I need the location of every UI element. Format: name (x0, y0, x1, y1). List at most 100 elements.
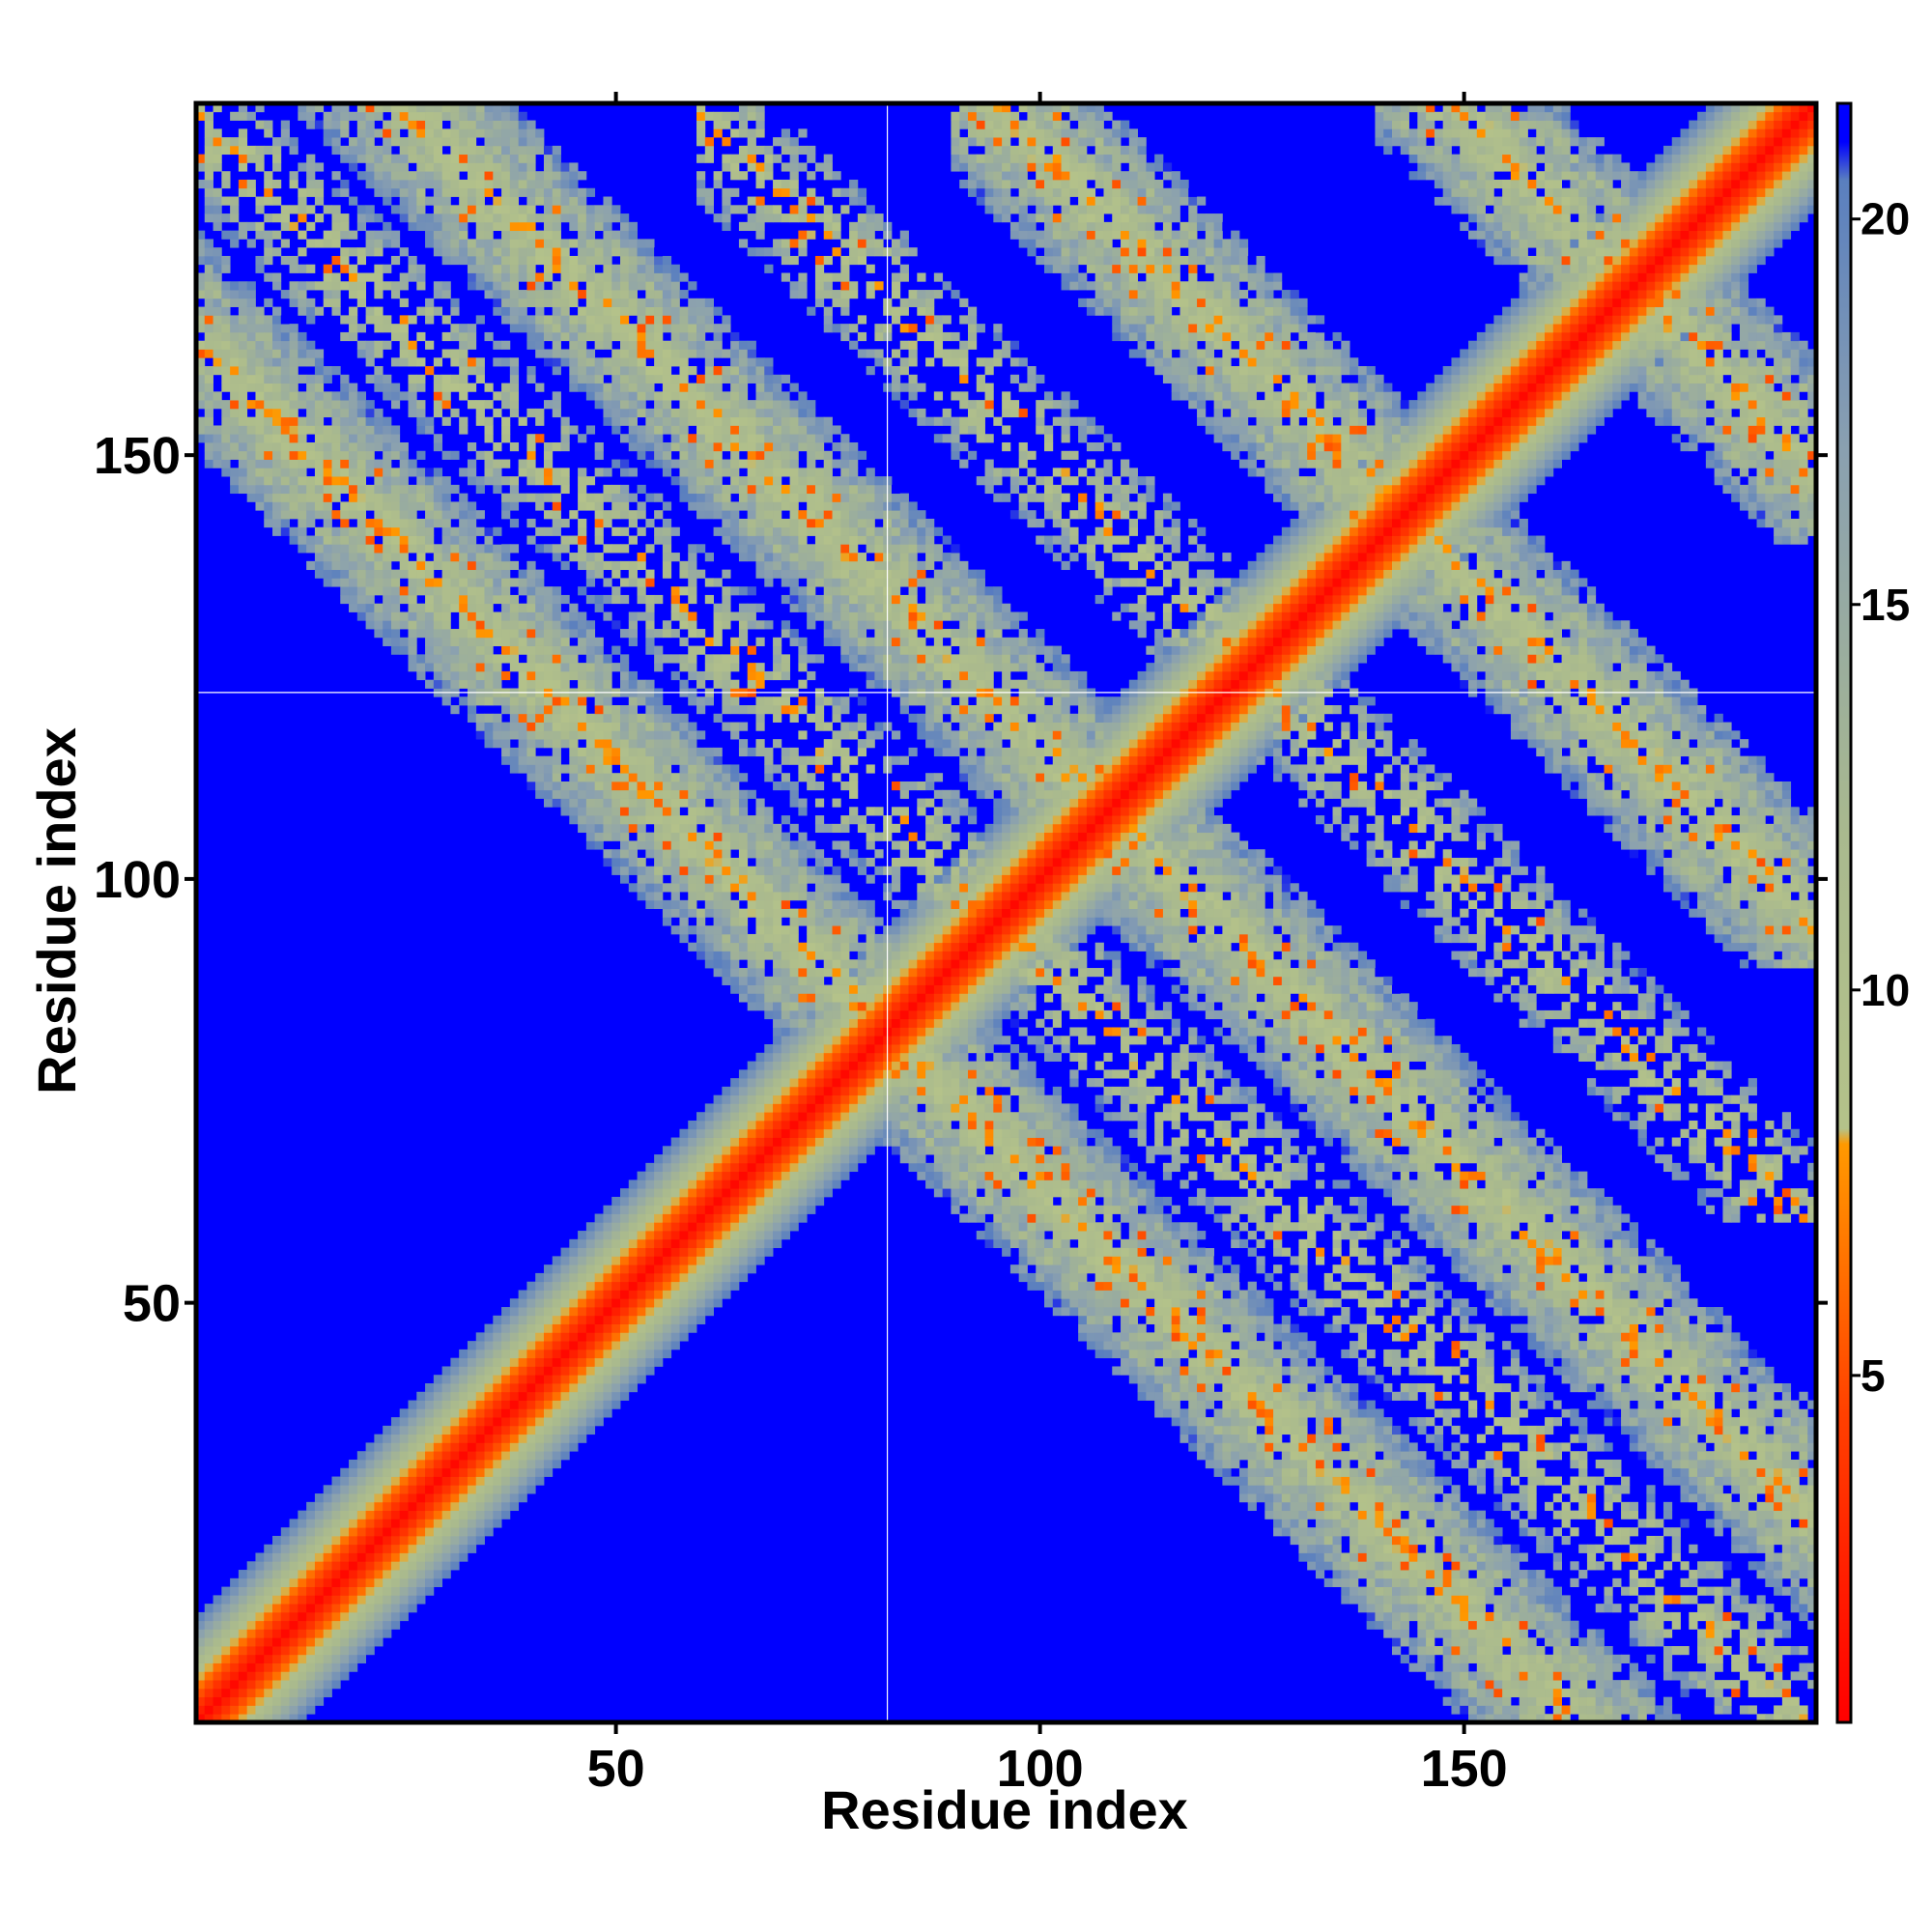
heatmap-cell (585, 1408, 596, 1418)
heatmap-cell (509, 1400, 520, 1409)
heatmap-cell (331, 1586, 341, 1596)
heatmap-cell (425, 230, 435, 240)
heatmap-cell (365, 569, 375, 579)
heatmap-cell (246, 1611, 256, 1622)
heatmap-cell (383, 501, 392, 511)
heatmap-cell (374, 459, 384, 469)
heatmap-cell (755, 1112, 765, 1122)
heatmap-cell (450, 1366, 460, 1376)
heatmap-cell (365, 137, 375, 147)
heatmap-cell (272, 315, 282, 325)
heatmap-cell (543, 773, 554, 782)
heatmap-cell (730, 357, 740, 367)
heatmap-cell (670, 789, 680, 799)
heatmap-cell (374, 425, 384, 435)
heatmap-cell (349, 459, 358, 469)
heatmap-cell (450, 239, 460, 248)
heatmap-cell (230, 391, 240, 401)
heatmap-cell (501, 476, 511, 486)
heatmap-cell (543, 730, 554, 740)
heatmap-cell (289, 459, 298, 469)
heatmap-cell (356, 324, 366, 333)
heatmap-cell (526, 670, 536, 681)
heatmap-cell (670, 1231, 680, 1240)
heatmap-cell (450, 306, 460, 316)
heatmap-cell (704, 298, 714, 307)
heatmap-cell (603, 747, 612, 757)
heatmap-cell (459, 526, 469, 536)
heatmap-cell (441, 221, 451, 232)
heatmap-cell (713, 1120, 723, 1130)
heatmap-cell (738, 221, 749, 232)
heatmap-cell (433, 510, 443, 520)
heatmap-cell (272, 340, 282, 350)
heatmap-cell (518, 459, 527, 469)
heatmap-cell (730, 187, 740, 197)
heatmap-cell (340, 425, 350, 435)
heatmap-cell (416, 1570, 426, 1579)
heatmap-cell (238, 1654, 248, 1663)
heatmap-cell (246, 1688, 256, 1698)
heatmap-cell (221, 1611, 231, 1622)
heatmap-cell (560, 1298, 570, 1308)
heatmap-cell (628, 773, 638, 782)
heatmap-cell (611, 357, 621, 367)
heatmap-cell (399, 1544, 409, 1553)
heatmap-cell (365, 1493, 375, 1503)
heatmap-cell (738, 747, 749, 757)
heatmap-cell (493, 594, 502, 605)
heatmap-cell (264, 247, 273, 257)
heatmap-cell (722, 154, 731, 163)
heatmap-cell (416, 187, 426, 197)
heatmap-cell (238, 357, 248, 367)
heatmap-cell (628, 1298, 638, 1308)
heatmap-cell (543, 526, 554, 536)
heatmap-cell (390, 331, 401, 342)
heatmap-cell (578, 171, 587, 181)
heatmap-cell (518, 1425, 527, 1435)
heatmap-cell (289, 357, 298, 367)
heatmap-cell (340, 434, 350, 443)
heatmap-cell (314, 281, 325, 291)
heatmap-cell (713, 874, 723, 884)
heatmap-cell (272, 1577, 282, 1587)
heatmap-cell (441, 383, 451, 392)
heatmap-cell (722, 434, 731, 443)
heatmap-cell (306, 1662, 316, 1672)
heatmap-cell (408, 1459, 417, 1469)
heatmap-cell (323, 1570, 332, 1579)
heatmap-cell (213, 1595, 222, 1605)
heatmap-cell (670, 553, 680, 562)
heatmap-cell (679, 933, 689, 944)
heatmap-cell (196, 315, 206, 325)
heatmap-cell (433, 357, 443, 367)
heatmap-cell (365, 1501, 375, 1512)
heatmap-cell (509, 484, 520, 495)
heatmap-cell (713, 1188, 723, 1198)
heatmap-cell (594, 705, 604, 715)
heatmap-cell (747, 1162, 756, 1173)
heatmap-cell (484, 1341, 494, 1350)
heatmap-cell (637, 441, 646, 452)
heatmap-cell (509, 298, 520, 307)
heatmap-cell (408, 315, 417, 325)
heatmap-cell (390, 1570, 401, 1579)
heatmap-cell (459, 331, 469, 342)
heatmap-cell (696, 798, 706, 808)
heatmap-cell (306, 1527, 316, 1537)
heatmap-cell (255, 1637, 265, 1647)
heatmap-cell (230, 145, 240, 156)
heatmap-cell (230, 290, 240, 299)
heatmap-cell (349, 476, 358, 486)
heatmap-cell (374, 128, 384, 138)
heatmap-cell (722, 374, 731, 384)
heatmap-cell (585, 1222, 596, 1232)
heatmap-cell (713, 815, 723, 825)
heatmap-cell (383, 1459, 392, 1469)
heatmap-cell (204, 441, 213, 452)
heatmap-cell (450, 586, 460, 596)
heatmap-cell (383, 239, 392, 248)
heatmap-cell (356, 1519, 366, 1528)
heatmap-cell (280, 221, 290, 232)
heatmap-cell (204, 425, 213, 435)
